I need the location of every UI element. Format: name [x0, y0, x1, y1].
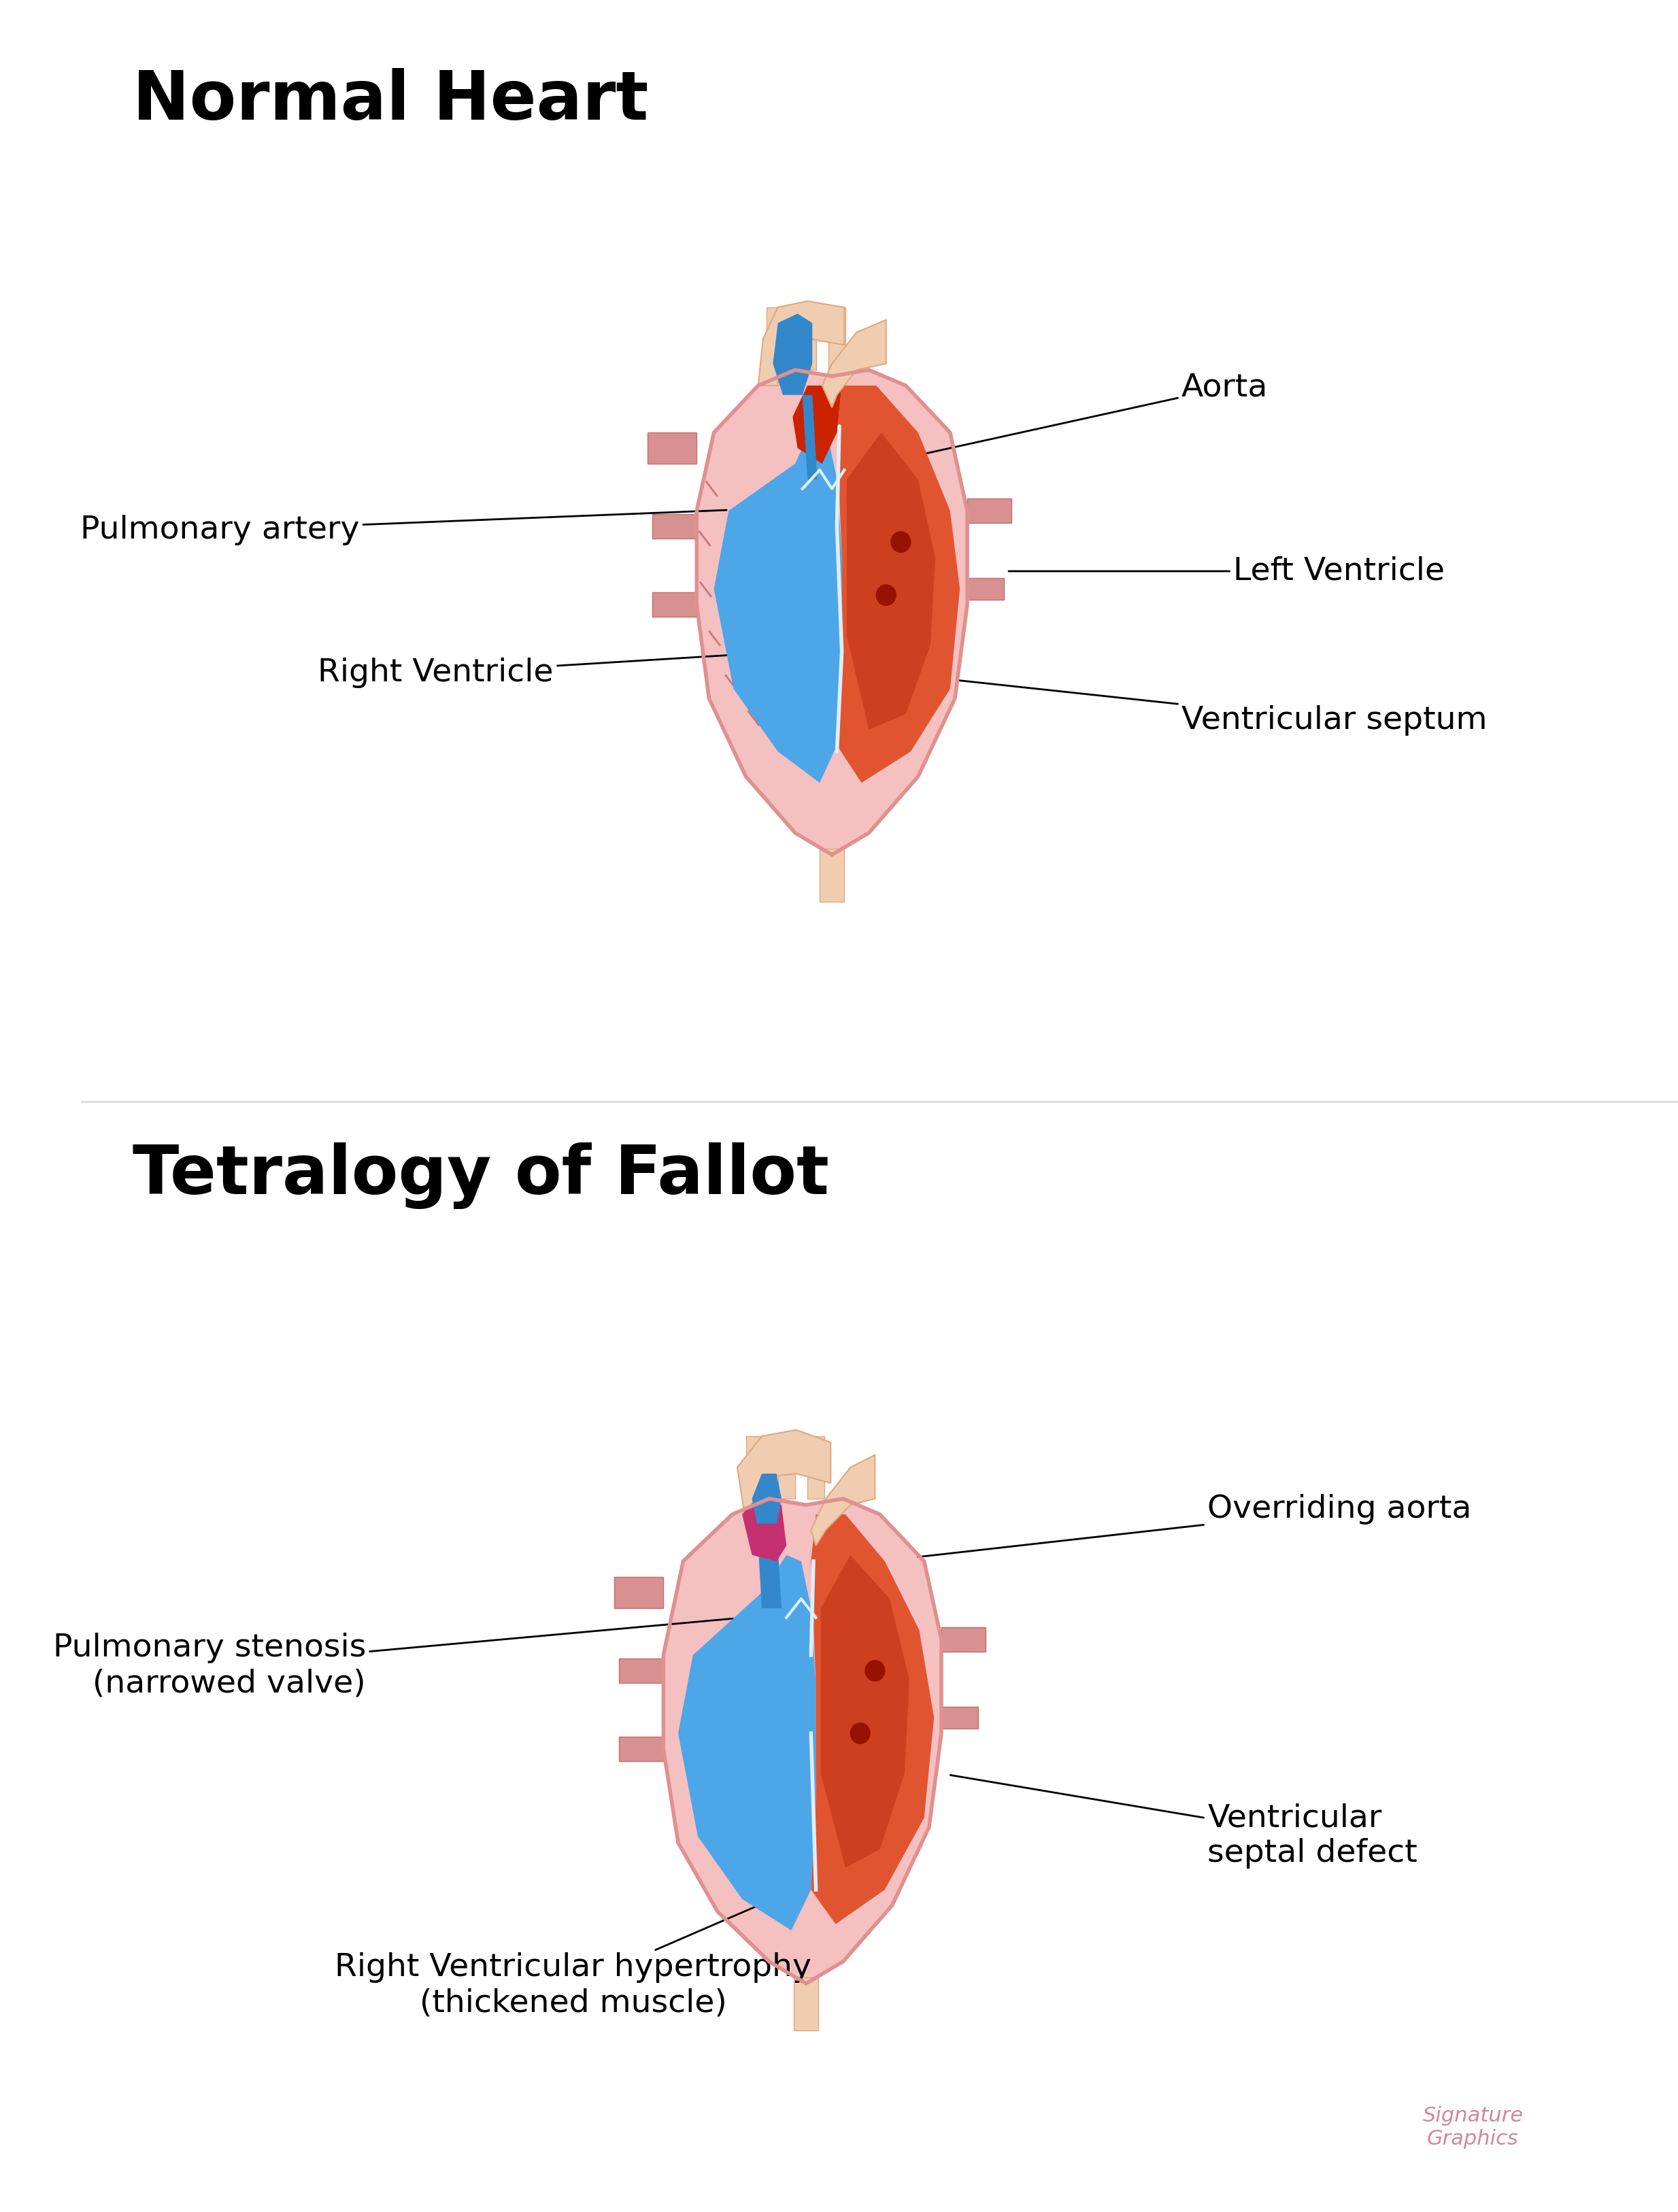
Polygon shape: [807, 1436, 824, 1500]
Text: Ventricular
septal defect: Ventricular septal defect: [950, 1774, 1418, 1869]
Polygon shape: [794, 1978, 819, 2031]
Polygon shape: [799, 307, 816, 369]
Polygon shape: [614, 1577, 663, 1608]
Text: Pulmonary stenosis
(narrowed valve): Pulmonary stenosis (narrowed valve): [54, 1619, 733, 1699]
Text: Normal Heart: Normal Heart: [133, 69, 649, 135]
Circle shape: [876, 584, 896, 606]
Text: Pulmonary artery: Pulmonary artery: [81, 511, 727, 546]
Polygon shape: [829, 307, 846, 369]
Polygon shape: [774, 314, 812, 396]
Text: Overriding aorta: Overriding aorta: [918, 1495, 1472, 1557]
Polygon shape: [619, 1659, 663, 1683]
Polygon shape: [696, 369, 967, 854]
Polygon shape: [792, 385, 842, 465]
Polygon shape: [767, 307, 789, 369]
Text: Ventricular septum: Ventricular septum: [956, 679, 1487, 737]
Polygon shape: [648, 434, 696, 465]
Text: Right Ventricle: Right Ventricle: [317, 653, 765, 688]
Text: Right Ventricular hypertrophy
(thickened muscle): Right Ventricular hypertrophy (thickened…: [334, 1891, 812, 2020]
Polygon shape: [737, 1429, 831, 1515]
Polygon shape: [810, 1515, 935, 1924]
Polygon shape: [713, 427, 842, 783]
Polygon shape: [653, 513, 696, 540]
Polygon shape: [757, 1524, 782, 1608]
Polygon shape: [810, 1455, 874, 1546]
Polygon shape: [663, 1500, 941, 1984]
Polygon shape: [821, 1555, 909, 1867]
Text: Signature
Graphics: Signature Graphics: [1423, 2106, 1524, 2148]
Polygon shape: [967, 577, 1003, 599]
Polygon shape: [779, 1436, 795, 1500]
Polygon shape: [941, 1628, 985, 1652]
Polygon shape: [758, 301, 844, 385]
Polygon shape: [678, 1555, 816, 1931]
Polygon shape: [745, 1436, 769, 1500]
Polygon shape: [742, 1493, 787, 1562]
Text: Tetralogy of Fallot: Tetralogy of Fallot: [133, 1141, 829, 1210]
Polygon shape: [967, 498, 1012, 524]
Polygon shape: [752, 1473, 782, 1524]
Text: Aorta: Aorta: [918, 372, 1269, 456]
Circle shape: [866, 1661, 884, 1681]
Polygon shape: [653, 593, 696, 617]
Polygon shape: [941, 1708, 978, 1728]
Polygon shape: [847, 434, 935, 730]
Polygon shape: [819, 849, 844, 902]
Polygon shape: [822, 321, 886, 407]
Circle shape: [891, 531, 911, 553]
Text: Left Ventricle: Left Ventricle: [1008, 555, 1445, 586]
Polygon shape: [837, 385, 960, 783]
Circle shape: [851, 1723, 869, 1743]
Polygon shape: [802, 396, 817, 480]
Polygon shape: [619, 1736, 663, 1761]
